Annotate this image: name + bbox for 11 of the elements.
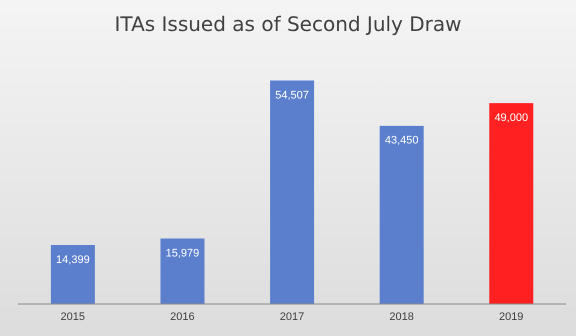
x-tick-label: 2017: [280, 310, 304, 323]
data-label: 49,000: [494, 112, 528, 124]
x-tick-label: 2016: [170, 310, 195, 323]
data-label: 15,979: [166, 247, 200, 260]
data-label: 14,399: [56, 254, 90, 266]
x-tick-label: 2019: [498, 310, 524, 323]
x-tick-label: 2015: [60, 310, 86, 323]
data-label: 43,450: [384, 134, 419, 147]
data-label: 54,507: [275, 89, 309, 102]
x-tick-label: 2018: [389, 310, 414, 323]
chart-title: ITAs Issued as of Second July Draw: [114, 12, 462, 36]
